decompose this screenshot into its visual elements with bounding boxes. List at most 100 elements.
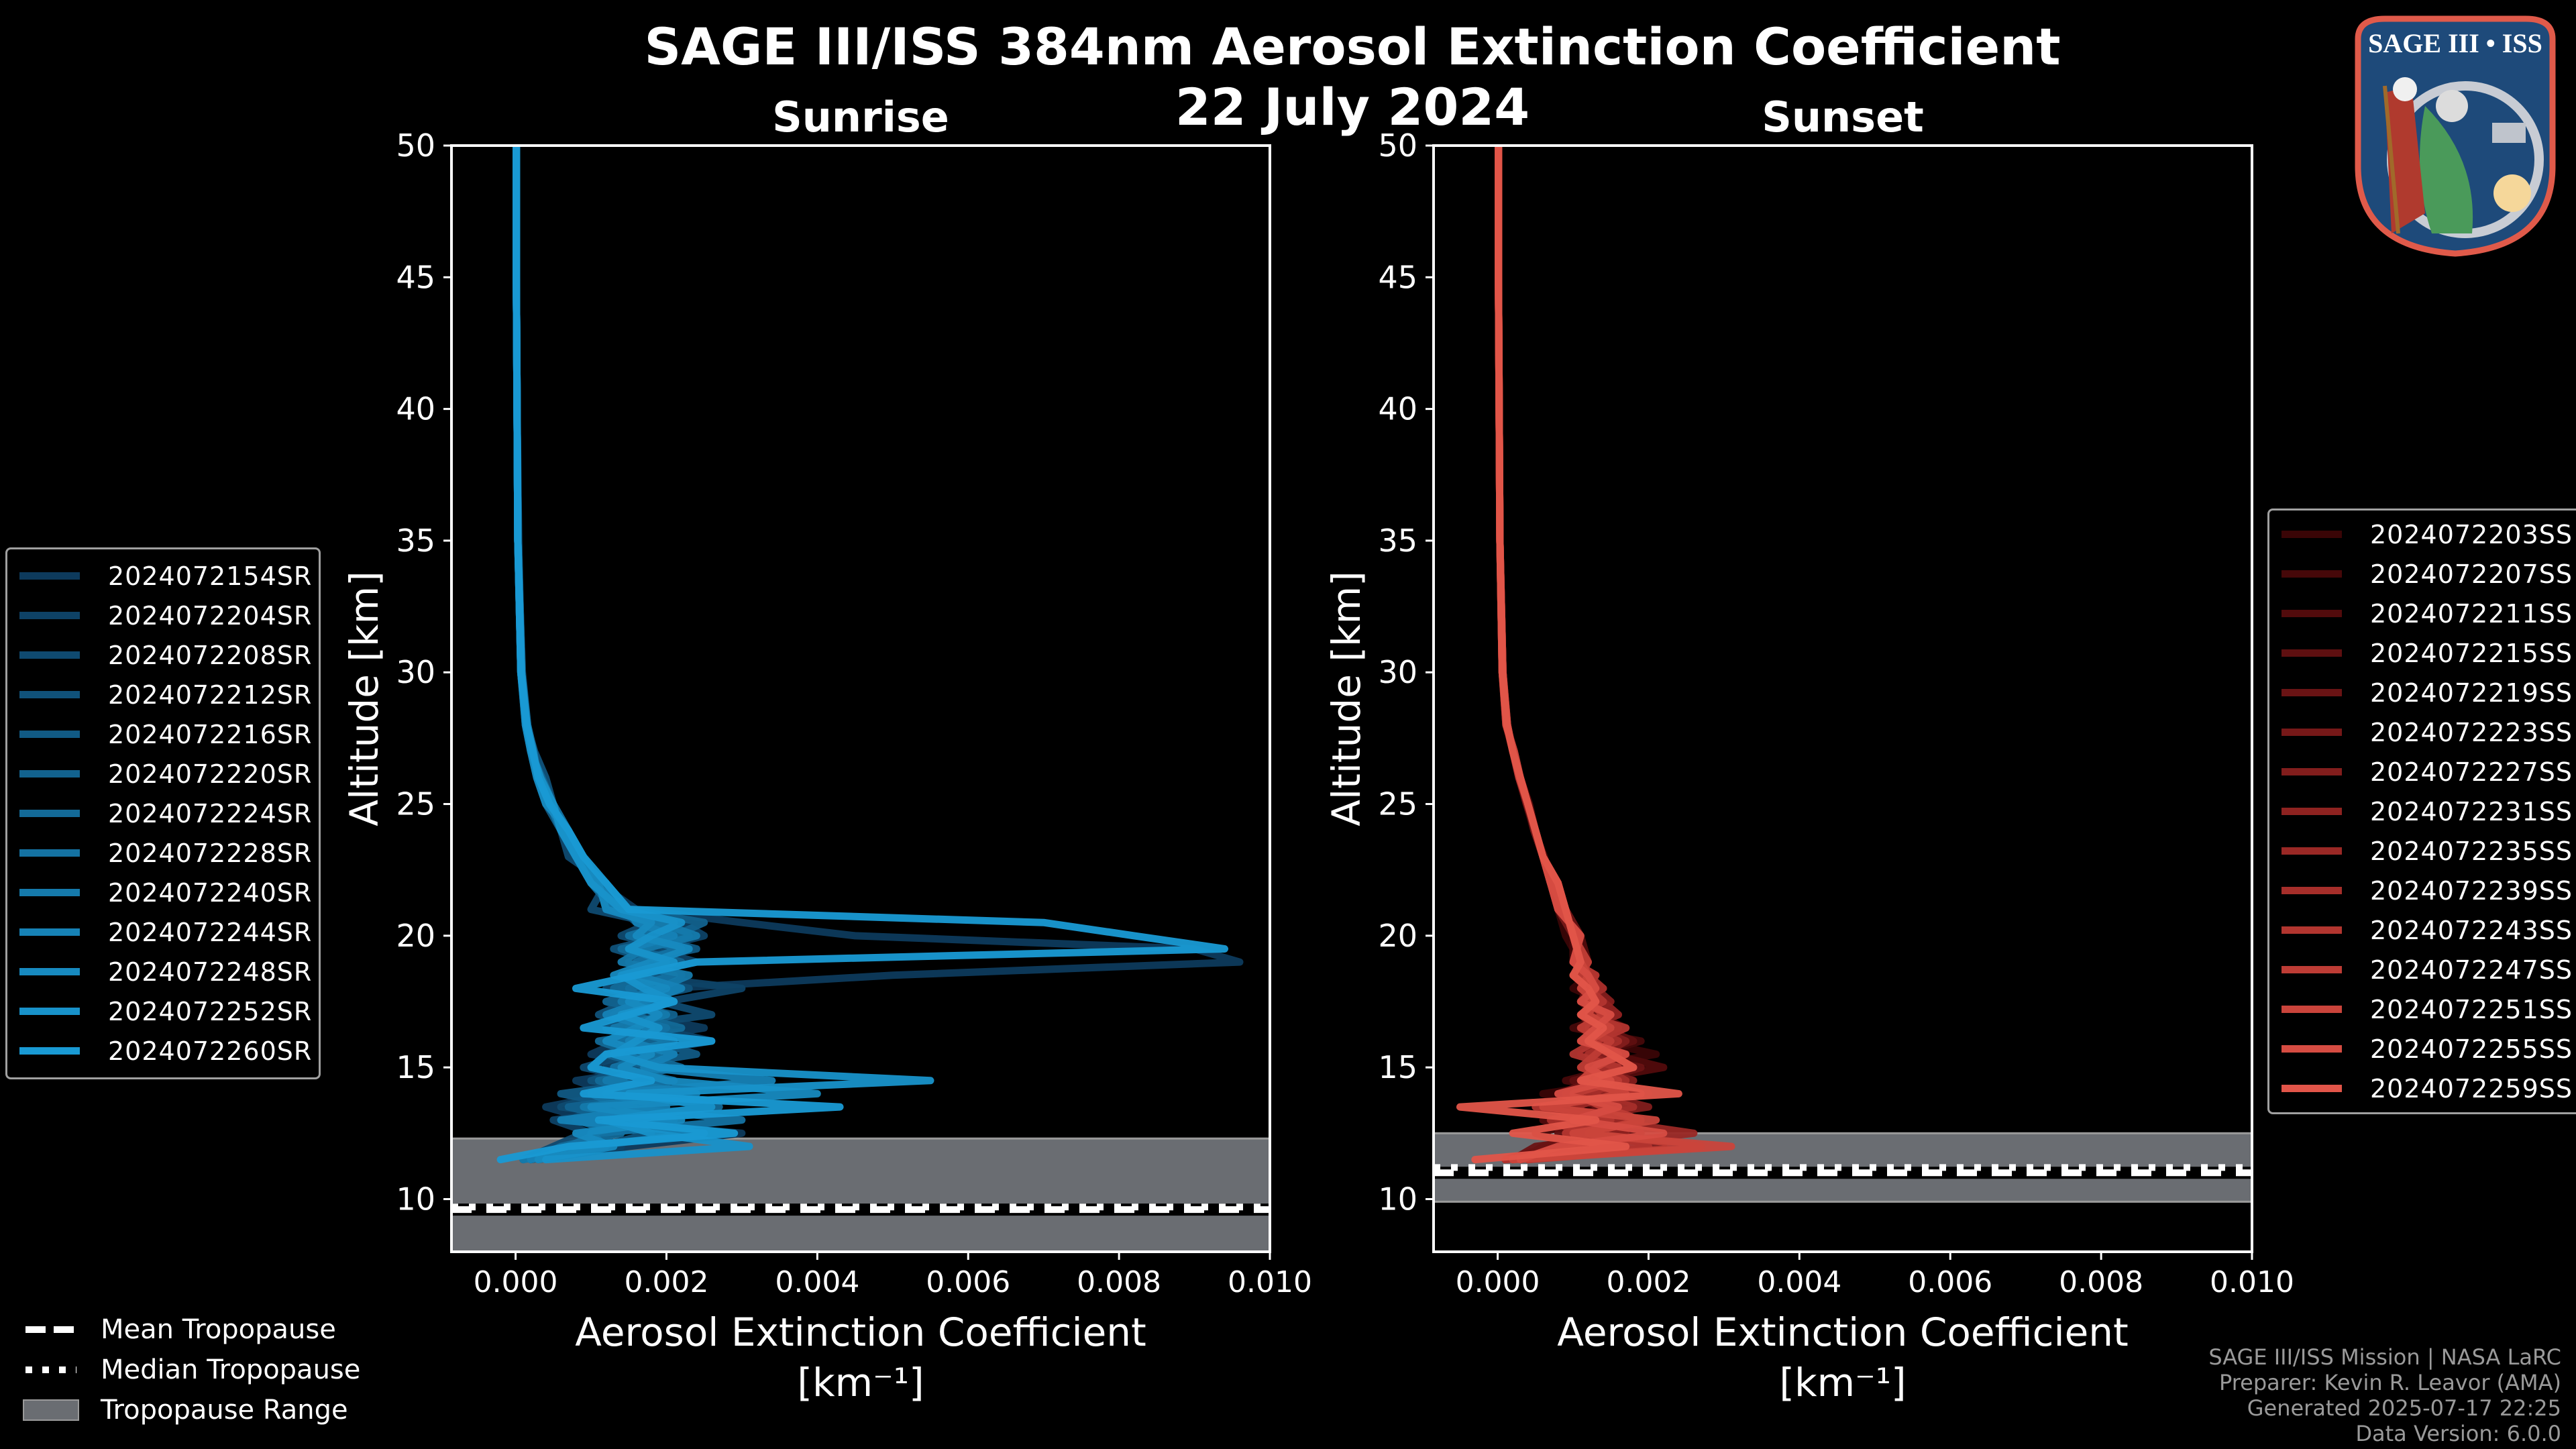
legend-label: 2024072207SS — [2370, 559, 2573, 589]
sunset-xtick-label: 0.000 — [1456, 1265, 1540, 1299]
legend-line-swatch — [2282, 966, 2342, 973]
legend-item: 2024072204SR — [7, 596, 312, 635]
legend-label: 2024072223SS — [2370, 717, 2573, 747]
legend-item: 2024072259SS — [2269, 1069, 2573, 1108]
legend-line-swatch — [19, 651, 80, 659]
logo-title: SAGE III • ISS — [2368, 28, 2542, 58]
legend-line-swatch — [19, 572, 80, 580]
legend-line-swatch — [2282, 531, 2342, 538]
legend-item: 2024072154SR — [7, 556, 312, 596]
legend-item: 2024072252SR — [7, 991, 312, 1031]
legend-label: 2024072259SS — [2370, 1073, 2573, 1104]
legend-label: 2024072224SR — [108, 798, 313, 828]
legend-label: 2024072208SR — [108, 640, 313, 670]
legend-line-swatch — [2282, 570, 2342, 578]
legend-label: 2024072204SR — [108, 600, 313, 631]
legend-line-swatch — [19, 612, 80, 619]
credit-line-mission: SAGE III/ISS Mission | NASA LaRC — [2208, 1344, 2561, 1370]
legend-line-swatch — [2282, 1006, 2342, 1013]
date-title: 22 July 2024 — [1175, 77, 1530, 137]
legend-label: 2024072231SS — [2370, 796, 2573, 826]
legend-item: 2024072227SS — [2269, 752, 2573, 792]
sunset-ytick-label: 10 — [1378, 1181, 1417, 1217]
credits-block: SAGE III/ISS Mission | NASA LaRC Prepare… — [2208, 1344, 2561, 1446]
dotted-line-icon — [23, 1360, 79, 1379]
sunset-ytick-label: 40 — [1378, 391, 1417, 427]
sunset-legend: 2024072203SS 2024072207SS 2024072211SS 2024… — [2267, 508, 2576, 1114]
legend-line-swatch — [2282, 887, 2342, 894]
legend-label: 2024072239SS — [2370, 875, 2573, 906]
sunrise-subtitle: Sunrise — [772, 93, 949, 142]
legend-label: 2024072248SR — [108, 957, 313, 987]
legend-line-swatch — [2282, 649, 2342, 657]
legend-label: 2024072154SR — [108, 561, 313, 591]
legend-label: 2024072255SS — [2370, 1034, 2573, 1064]
legend-line-swatch — [19, 731, 80, 738]
legend-label: 2024072212SR — [108, 680, 313, 710]
sunset-series-line-2024072207SS — [1495, 146, 1652, 1164]
legend-line-swatch — [19, 1008, 80, 1015]
credit-line-version: Data Version: 6.0.0 — [2355, 1421, 2561, 1446]
legend-label: 2024072219SS — [2370, 678, 2573, 708]
credit-line-preparer: Preparer: Kevin R. Leavor (AMA) — [2218, 1370, 2561, 1395]
sunset-series-line-2024072231SS — [1495, 146, 1630, 1164]
sunrise-ytick-label: 20 — [396, 918, 435, 954]
legend-label: Tropopause Range — [101, 1395, 348, 1426]
legend-line-swatch — [2282, 610, 2342, 617]
legend-item: 2024072207SS — [2269, 554, 2573, 594]
sunset-plot: 10 15 20 25 30 35 40 45 50 0.000 0.002 0.004 0.006 0.… — [1324, 127, 2294, 1405]
sunset-xtick-label: 0.006 — [1908, 1265, 1992, 1299]
sunset-ytick-label: 20 — [1378, 918, 1417, 954]
credit-line-generated: Generated 2025-07-17 22:25 — [2247, 1395, 2561, 1421]
legend-item: 2024072231SS — [2269, 792, 2573, 831]
sunset-plot-area — [1434, 146, 2252, 1203]
sunset-ytick-label: 15 — [1378, 1049, 1417, 1085]
sunset-ytick-label: 25 — [1378, 786, 1417, 822]
dashed-line-icon — [23, 1320, 79, 1339]
legend-label: 2024072216SR — [108, 719, 313, 749]
sunrise-xtick-label: 0.004 — [775, 1265, 859, 1299]
legend-item: 2024072223SS — [2269, 712, 2573, 752]
legend-item: 2024072255SS — [2269, 1029, 2573, 1069]
legend-item: 2024072208SR — [7, 635, 312, 675]
legend-label: 2024072211SS — [2370, 598, 2573, 629]
legend-label: Median Tropopause — [101, 1354, 361, 1385]
sunrise-ytick-label: 15 — [396, 1049, 435, 1085]
legend-label: 2024072252SR — [108, 996, 313, 1026]
sunset-series-line-2024072219SS — [1495, 146, 1645, 1164]
legend-item: 2024072240SR — [7, 873, 312, 912]
sunrise-xtick-label: 0.006 — [926, 1265, 1010, 1299]
legend-item: 2024072244SR — [7, 912, 312, 952]
sunrise-legend: 2024072154SR 2024072204SR 2024072208SR 2024… — [5, 547, 321, 1079]
legend-label: 2024072203SS — [2370, 519, 2573, 549]
sunset-xtick-label: 0.002 — [1606, 1265, 1690, 1299]
legend-item: 2024072247SS — [2269, 950, 2573, 989]
sunset-ytick-label: 45 — [1378, 259, 1417, 295]
sunset-series-line-2024072211SS — [1495, 146, 1668, 1164]
sunrise-ytick-label: 30 — [396, 654, 435, 690]
legend-line-swatch — [2282, 689, 2342, 696]
sunset-axes-frame — [1432, 144, 2253, 1253]
sunrise-xtick-label: 0.008 — [1077, 1265, 1161, 1299]
legend-label: 2024072244SR — [108, 917, 313, 947]
sage-mission-logo: SAGE III • ISS — [2355, 15, 2556, 257]
legend-line-swatch — [19, 691, 80, 698]
sunrise-xtick-label: 0.000 — [474, 1265, 558, 1299]
legend-item: 2024072248SR — [7, 952, 312, 991]
legend-item: 2024072203SS — [2269, 515, 2573, 554]
sunset-xtick-label: 0.004 — [1757, 1265, 1841, 1299]
legend-item: 2024072260SR — [7, 1031, 312, 1071]
legend-line-swatch — [2282, 1085, 2342, 1092]
legend-line-swatch — [19, 849, 80, 857]
sunset-series-line-2024072259SS — [1456, 146, 1682, 1164]
legend-line-swatch — [19, 928, 80, 936]
sunset-series-line-2024072227SS — [1495, 146, 1668, 1164]
legend-label: 2024072227SS — [2370, 757, 2573, 787]
sunrise-yaxis-label: Altitude [km] — [341, 571, 387, 826]
legend-line-swatch — [2282, 808, 2342, 815]
tropopause-legend: Mean Tropopause Median Tropopause Tropop… — [23, 1309, 360, 1430]
legend-label: 2024072220SR — [108, 759, 313, 789]
sunrise-series-line-2024072260SR — [496, 146, 1228, 1164]
legend-line-swatch — [19, 1047, 80, 1055]
